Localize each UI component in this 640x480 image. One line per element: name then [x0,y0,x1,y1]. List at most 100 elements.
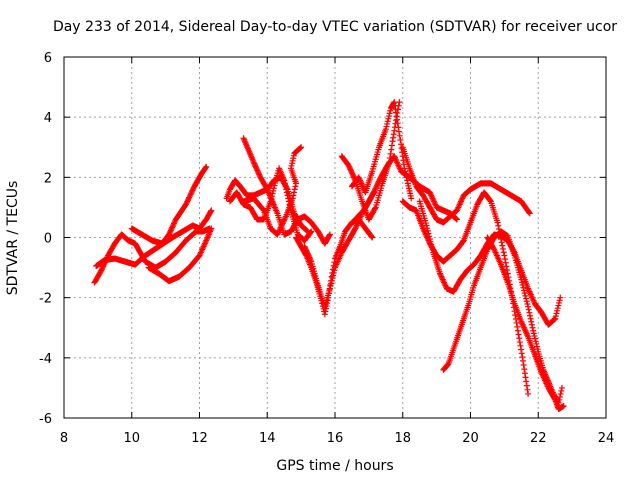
data-point [271,182,278,189]
data-point [281,216,288,223]
data-point [326,285,333,292]
data-point [555,302,562,309]
data-point [519,282,526,289]
data-point [289,195,296,202]
series-track-1 [93,207,215,270]
data-point [202,164,209,171]
data-point [371,205,378,212]
data-point [103,255,110,262]
data-point [551,395,558,402]
data-point [375,179,382,186]
data-point [428,244,435,251]
data-point [375,178,382,185]
data-point [526,209,533,216]
data-point [346,163,353,170]
y-tick-label: 4 [44,111,52,126]
data-point [254,167,261,174]
data-point [102,258,109,265]
data-point [291,186,298,193]
data-point [170,221,177,228]
data-point [529,324,536,331]
data-point [101,260,108,267]
data-point [369,234,376,241]
data-point [326,232,333,239]
data-point [521,290,528,297]
data-point [302,244,309,251]
data-point [328,277,335,284]
data-point [305,251,312,258]
data-point [186,194,193,201]
x-tick-label: 18 [394,431,411,446]
data-point [348,169,355,176]
data-point [308,228,315,235]
data-point [560,402,567,409]
data-point [384,118,391,125]
data-point [460,238,467,245]
plot-frame [63,56,607,419]
data-point [326,231,333,238]
series-track-2 [91,225,213,286]
data-point [284,192,291,199]
data-point [304,250,311,257]
data-point [207,208,214,215]
data-point [557,390,564,397]
data-point [518,350,525,357]
data-point [426,236,433,243]
data-point [291,189,298,196]
data-point [515,331,522,338]
series-track-18 [484,234,567,412]
x-tick-label: 10 [123,431,140,446]
data-point [373,184,380,191]
data-point [429,246,436,253]
x-tick-label: 12 [191,431,208,446]
data-point [374,181,381,188]
data-point [100,263,107,270]
data-point [371,188,378,195]
data-point [278,221,285,228]
data-points [91,99,567,412]
data-point [303,227,310,234]
data-point [301,243,308,250]
data-point [387,107,394,114]
y-axis-label: SDTVAR / TECUs [5,181,21,296]
data-point [190,186,197,193]
data-point [519,354,526,361]
data-point [253,164,260,171]
series-track-15 [399,189,532,397]
data-point [169,224,176,231]
data-point [256,171,263,178]
data-point [372,185,379,192]
data-point [184,198,191,205]
data-point [556,393,563,400]
data-point [100,262,107,269]
data-point [514,327,521,334]
data-point [520,361,527,368]
grid-lines [64,57,606,418]
data-point [255,168,262,175]
data-point [526,210,533,217]
data-point [329,275,336,282]
data-point [277,225,284,232]
data-point [166,230,173,237]
data-point [307,255,314,262]
data-point [371,186,378,193]
data-point [346,165,353,172]
data-point [520,357,527,364]
data-point [533,340,540,347]
y-tick-label: -2 [39,292,52,307]
data-point [522,374,529,381]
data-point [187,191,194,198]
data-point [347,166,354,173]
data-point [168,226,175,233]
data-point [500,249,507,256]
data-point [552,313,559,320]
data-point [252,163,259,170]
data-point [523,382,530,389]
data-point [296,145,303,152]
data-point [297,144,304,151]
data-point [384,120,391,127]
data-point [395,124,402,131]
data-point [523,378,530,385]
data-point [302,246,309,253]
data-point [349,170,356,177]
